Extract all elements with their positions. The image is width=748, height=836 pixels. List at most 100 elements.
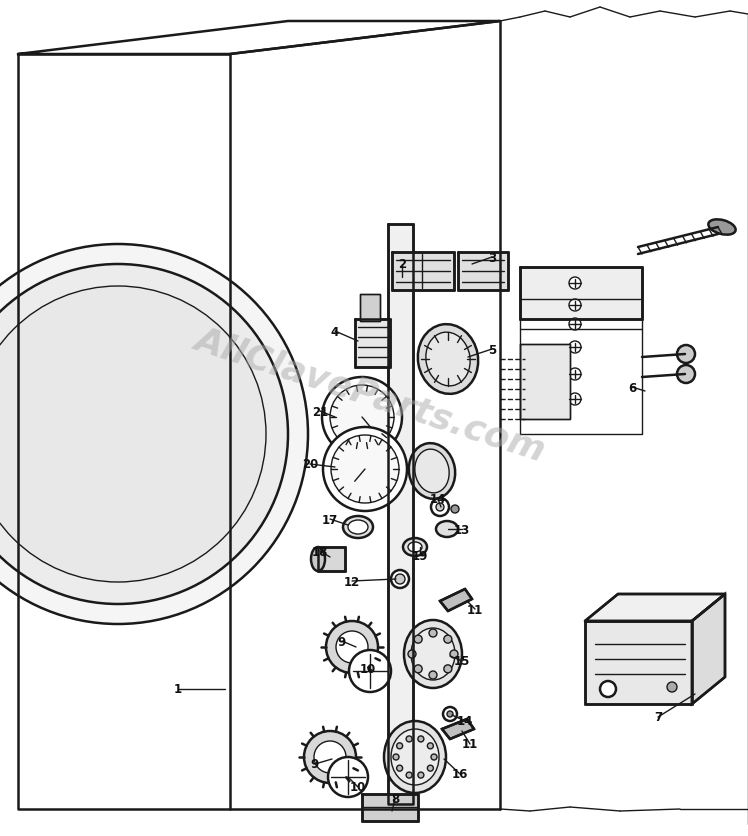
Circle shape — [427, 743, 433, 749]
Ellipse shape — [411, 628, 455, 681]
Circle shape — [569, 319, 581, 330]
Circle shape — [326, 621, 378, 673]
Circle shape — [431, 498, 449, 517]
Ellipse shape — [708, 220, 735, 236]
Circle shape — [414, 635, 422, 644]
Circle shape — [395, 574, 405, 584]
Circle shape — [314, 741, 346, 773]
Polygon shape — [585, 621, 692, 704]
Circle shape — [418, 736, 424, 742]
Text: 11: 11 — [467, 603, 483, 616]
Text: 6: 6 — [628, 381, 636, 394]
Circle shape — [328, 757, 368, 797]
Circle shape — [429, 630, 437, 637]
Circle shape — [330, 385, 394, 450]
Circle shape — [569, 342, 581, 354]
Circle shape — [396, 743, 402, 749]
Text: 17: 17 — [322, 513, 338, 526]
Polygon shape — [388, 225, 413, 804]
Circle shape — [331, 436, 399, 503]
Text: 10: 10 — [350, 781, 366, 793]
Text: 13: 13 — [454, 522, 470, 536]
Polygon shape — [360, 294, 380, 322]
Text: 9: 9 — [338, 635, 346, 648]
Circle shape — [444, 635, 452, 644]
Polygon shape — [440, 589, 472, 611]
Circle shape — [408, 650, 416, 658]
Circle shape — [406, 772, 412, 778]
Text: 14: 14 — [457, 715, 473, 727]
Circle shape — [677, 365, 695, 384]
Ellipse shape — [415, 450, 449, 493]
Text: 7: 7 — [654, 711, 662, 724]
Ellipse shape — [403, 538, 427, 556]
Text: 20: 20 — [302, 458, 318, 471]
Ellipse shape — [426, 333, 470, 386]
Text: 15: 15 — [454, 655, 470, 668]
Ellipse shape — [418, 324, 478, 395]
Polygon shape — [520, 344, 570, 420]
Circle shape — [451, 506, 459, 513]
Circle shape — [406, 736, 412, 742]
Ellipse shape — [436, 522, 458, 538]
Text: 3: 3 — [488, 251, 496, 264]
Circle shape — [569, 299, 581, 312]
Circle shape — [600, 681, 616, 697]
Circle shape — [304, 732, 356, 783]
Polygon shape — [355, 319, 390, 368]
Ellipse shape — [409, 444, 456, 499]
Circle shape — [0, 287, 266, 583]
Polygon shape — [520, 268, 642, 319]
Circle shape — [336, 631, 368, 663]
Ellipse shape — [311, 548, 325, 571]
Circle shape — [443, 707, 457, 721]
Circle shape — [418, 772, 424, 778]
Text: 4: 4 — [331, 325, 339, 338]
Circle shape — [569, 278, 581, 289]
Circle shape — [569, 369, 581, 380]
Text: 11: 11 — [462, 737, 478, 751]
Text: 10: 10 — [360, 663, 376, 675]
Circle shape — [431, 754, 437, 760]
Polygon shape — [392, 252, 454, 291]
Text: 8: 8 — [391, 793, 399, 806]
Text: AllClaveParts.com: AllClaveParts.com — [190, 322, 550, 467]
Text: 18: 18 — [312, 545, 328, 558]
Polygon shape — [692, 594, 725, 704]
Circle shape — [0, 245, 308, 624]
Text: 19: 19 — [412, 549, 428, 562]
Circle shape — [569, 394, 581, 405]
Ellipse shape — [391, 729, 439, 785]
Polygon shape — [442, 719, 474, 739]
Ellipse shape — [408, 543, 422, 553]
Text: 1: 1 — [174, 683, 182, 696]
Circle shape — [450, 650, 458, 658]
Circle shape — [677, 345, 695, 364]
Circle shape — [396, 765, 402, 772]
Text: 16: 16 — [452, 767, 468, 781]
Circle shape — [667, 682, 677, 692]
Ellipse shape — [343, 517, 373, 538]
Text: 9: 9 — [311, 757, 319, 771]
Circle shape — [414, 665, 422, 673]
Circle shape — [427, 765, 433, 772]
Text: 14: 14 — [430, 493, 447, 506]
Polygon shape — [458, 252, 508, 291]
Ellipse shape — [348, 520, 368, 534]
Circle shape — [393, 754, 399, 760]
Text: 5: 5 — [488, 343, 496, 356]
Text: 2: 2 — [398, 258, 406, 271]
Circle shape — [391, 570, 409, 589]
Text: 12: 12 — [344, 575, 360, 588]
Circle shape — [0, 265, 288, 604]
Ellipse shape — [404, 620, 462, 688]
Circle shape — [429, 671, 437, 679]
Circle shape — [436, 503, 444, 512]
Text: 21: 21 — [312, 405, 328, 418]
Polygon shape — [362, 794, 418, 821]
Circle shape — [323, 427, 407, 512]
Circle shape — [444, 665, 452, 673]
Circle shape — [322, 378, 402, 457]
Circle shape — [349, 650, 391, 692]
Polygon shape — [318, 548, 345, 571]
